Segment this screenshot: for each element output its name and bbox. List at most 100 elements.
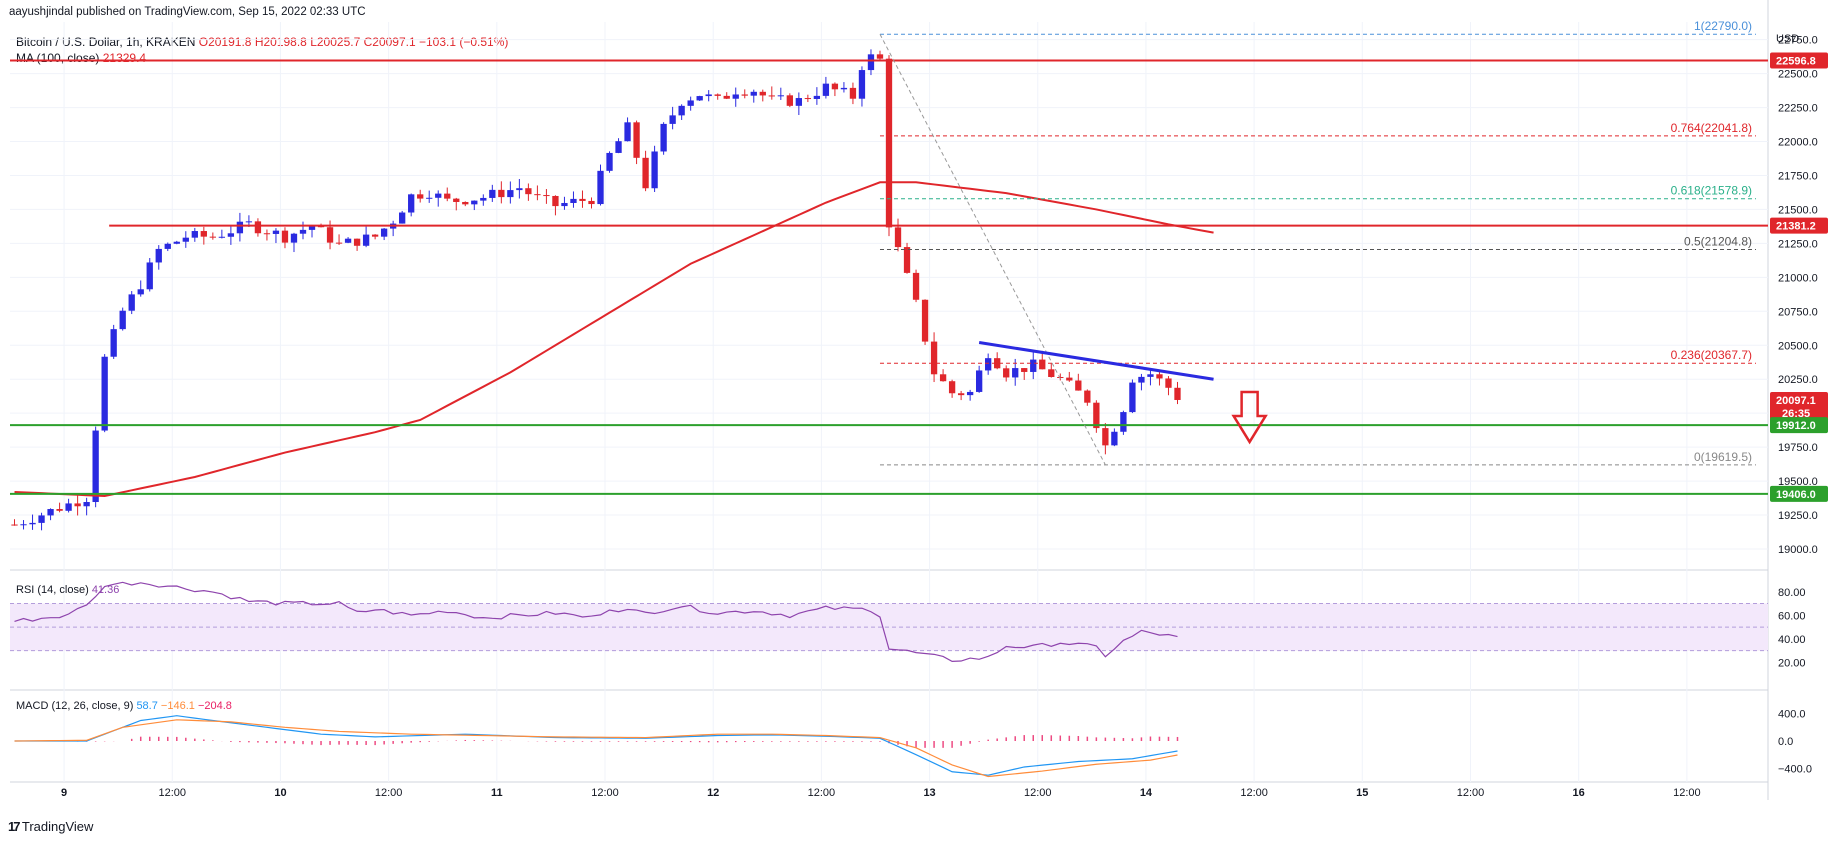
fib-level-label: 0(19619.5) — [1694, 450, 1752, 464]
candle-body — [146, 262, 153, 290]
candle-body — [1075, 380, 1082, 391]
candle-body — [516, 188, 523, 191]
candle-body — [317, 226, 325, 228]
price-tag — [1770, 391, 1828, 420]
time-tick-label: 16 — [1573, 787, 1585, 799]
candle-body — [660, 123, 667, 152]
candle-body — [705, 94, 712, 97]
candle-body — [714, 94, 721, 96]
candle-body — [696, 96, 703, 101]
candle-body — [885, 58, 893, 228]
candle-body — [975, 370, 983, 392]
candle-body — [56, 509, 63, 511]
candle-body — [669, 115, 676, 124]
candle-body — [831, 83, 839, 90]
time-tick-label: 12:00 — [375, 787, 403, 799]
rsi-legend: RSI (14, close) 41.36 — [16, 584, 119, 596]
symbol-name: Bitcoin / U.S. Dollar, 1h, KRAKEN — [16, 35, 196, 49]
candle-body — [137, 289, 144, 295]
candle-body — [408, 194, 415, 213]
candle-body — [236, 221, 244, 234]
candle-body — [597, 170, 604, 205]
hist-value: −204.8 — [197, 700, 232, 712]
candle-body — [426, 197, 433, 199]
time-tick-label: 12:00 — [1673, 787, 1701, 799]
rsi-tick-label: 60.00 — [1778, 610, 1806, 622]
candle-body — [543, 195, 550, 197]
price-tick-label: 21500.0 — [1778, 204, 1818, 216]
candle-body — [732, 94, 739, 99]
candle-body — [1129, 382, 1136, 413]
candle-body — [101, 356, 108, 431]
price-tick-label: 22750.0 — [1778, 35, 1818, 47]
price-tick-label: 21000.0 — [1778, 272, 1818, 284]
candle-body — [489, 189, 496, 198]
candle-body — [38, 515, 45, 523]
candle-body — [813, 95, 821, 99]
fib-level-label: 0.618(21578.9) — [1671, 184, 1752, 198]
signal-line — [14, 719, 1178, 778]
candle-body — [606, 152, 613, 171]
candle-body — [552, 195, 559, 207]
time-tick-label: 9 — [61, 787, 67, 799]
candle-body — [804, 98, 812, 100]
time-tick-label: 12:00 — [1240, 787, 1268, 799]
candle-body — [83, 502, 90, 507]
candle-body — [1039, 359, 1046, 370]
candle-body — [876, 54, 884, 59]
candle-body — [768, 95, 775, 97]
price-tag-label: 20097.1 — [1776, 395, 1816, 407]
macd-tick-label: −400.0 — [1778, 763, 1812, 775]
candle-body — [453, 198, 460, 202]
candle-body — [65, 503, 72, 511]
candle-body — [723, 95, 730, 99]
time-tick-label: 12:00 — [1457, 787, 1485, 799]
candle-body — [525, 188, 532, 195]
candle-body — [1012, 368, 1019, 378]
candle-body — [462, 201, 469, 205]
down-arrow-icon — [1231, 390, 1268, 445]
rsi-tick-label: 80.00 — [1778, 587, 1806, 599]
candle-body — [191, 231, 198, 238]
candle-body — [777, 95, 784, 97]
candle-body — [263, 233, 271, 235]
fib-level-label: 0.764(22041.8) — [1671, 121, 1752, 135]
price-tick-label: 21750.0 — [1778, 170, 1818, 182]
ohlc-open: O20191.8 — [198, 35, 252, 49]
footer-brand: TradingView — [21, 819, 94, 834]
candle-body — [759, 91, 766, 96]
candle-body — [471, 200, 478, 205]
footer-logo[interactable]: 17 TradingView — [8, 819, 93, 834]
candle-body — [966, 391, 974, 396]
candle-body — [615, 141, 622, 153]
candle-body — [588, 200, 595, 205]
candle-body — [1147, 374, 1154, 377]
ohlc-low: L20025.7 — [310, 35, 361, 49]
candle-body — [903, 247, 911, 273]
signal-value: −146.1 — [160, 700, 195, 712]
price-tag-label: 22596.8 — [1776, 55, 1816, 67]
candle-body — [687, 100, 694, 106]
price-tag-label: 19406.0 — [1776, 489, 1816, 501]
time-tick-label: 12:00 — [808, 787, 836, 799]
macd-legend: MACD (12, 26, close, 9) 58.7 −146.1 −204… — [16, 700, 232, 712]
macd-tick-label: 0.0 — [1778, 736, 1793, 748]
rsi-tick-label: 40.00 — [1778, 634, 1806, 646]
time-tick-label: 12 — [707, 787, 719, 799]
fib-level-label: 0.5(21204.8) — [1684, 235, 1752, 249]
candle-body — [353, 238, 361, 246]
fib-level-label: 0.236(20367.7) — [1671, 348, 1752, 362]
price-tick-label: 22000.0 — [1778, 137, 1818, 149]
candle-body — [1048, 369, 1055, 378]
publish-info: aayushjindal published on TradingView.co… — [9, 6, 366, 18]
candle-body — [507, 190, 514, 198]
price-tag — [1770, 217, 1828, 234]
candle-body — [245, 221, 253, 223]
candle-body — [281, 230, 289, 243]
candle-body — [795, 98, 803, 106]
candle-body — [642, 157, 649, 189]
candle-body — [948, 381, 956, 394]
tradingview-logo-icon: 17 — [8, 819, 21, 834]
candle-body — [308, 226, 316, 230]
